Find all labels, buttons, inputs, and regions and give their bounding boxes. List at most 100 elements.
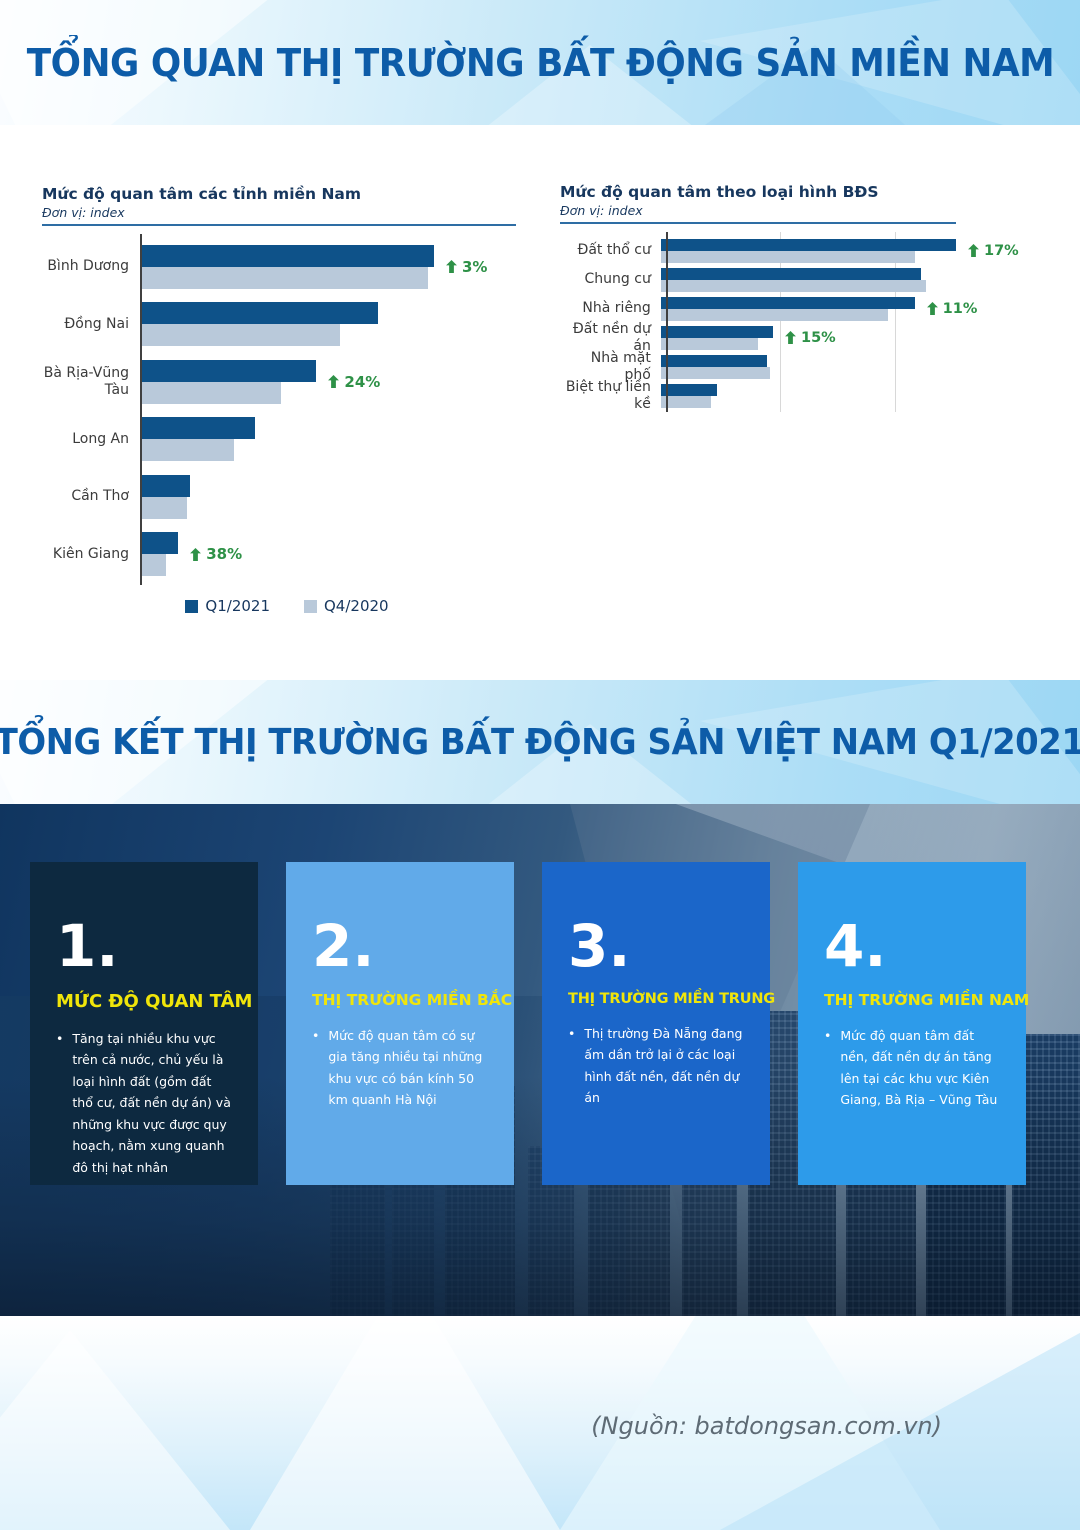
growth-annotation: 24% <box>328 373 380 391</box>
q1-2021-bar <box>140 302 379 325</box>
card-heading: THỊ TRƯỜNG MIỀN BẮC <box>312 990 513 1009</box>
category-label: Bà Rịa-Vũng Tàu <box>43 364 129 398</box>
bullet-icon: • <box>312 1027 320 1043</box>
card-number: 1. <box>56 912 119 980</box>
growth-value: 11% <box>942 300 978 317</box>
card-number: 4. <box>824 912 887 980</box>
card-bullet: • Tăng tại nhiều khu vực trên cả nước, ch… <box>56 1028 232 1179</box>
bullet-icon: • <box>568 1025 576 1041</box>
bar-group: Đồng Nai <box>42 296 516 354</box>
q1-2021-bar <box>660 354 768 367</box>
category-label: Long An <box>72 430 129 447</box>
q1-2021-bar <box>660 383 717 396</box>
gridline <box>895 232 896 412</box>
bar-group: Cần Thơ <box>42 468 516 526</box>
card-bullet-text: Thị trường Đà Nẵng đang ấm dần trở lại ở… <box>584 1025 743 1106</box>
up-arrow-icon <box>968 244 979 257</box>
chart-rule <box>560 222 956 224</box>
q4-2020-bar <box>140 381 282 404</box>
growth-annotation: 3% <box>446 258 487 276</box>
summary-cards: 1. MỨC ĐỘ QUAN TÂM • Tăng tại nhiều khu v… <box>30 862 1029 1185</box>
chart-title: Mức độ quan tâm các tỉnh miền Nam <box>42 185 362 203</box>
charts-section: Mức độ quan tâm các tỉnh miền Nam Đơn vị… <box>0 125 1080 680</box>
q4-2020-bar <box>660 337 759 350</box>
card-heading: MỨC ĐỘ QUAN TÂM <box>56 990 253 1012</box>
growth-value: 17% <box>984 242 1019 259</box>
bar-group: Bình Dương 3% <box>42 238 516 296</box>
bar-group: Chung cư <box>560 265 956 294</box>
category-label: Nhà riêng <box>582 300 651 317</box>
bar-pair <box>660 267 956 292</box>
source-note: (Nguồn: batdongsan.com.vn) <box>591 1412 942 1440</box>
category-label: Đồng Nai <box>64 315 129 332</box>
section1-title: TỔNG QUAN THỊ TRƯỜNG BẤT ĐỘNG SẢN MIỀN N… <box>26 40 1054 85</box>
bar-group: Đất nền dự án 15% <box>560 320 956 354</box>
growth-value: 15% <box>800 329 836 346</box>
legend-item: Q4/2020 <box>304 597 389 615</box>
card-bullet-text: Tăng tại nhiều khu vực trên cả nước, chủ… <box>72 1030 231 1175</box>
growth-annotation: 15% <box>785 330 836 346</box>
q1-2021-bar <box>140 474 190 497</box>
q4-2020-bar <box>140 496 188 519</box>
up-arrow-icon <box>190 547 202 561</box>
q1-2021-bar <box>660 238 956 251</box>
bullet-icon: • <box>56 1030 64 1046</box>
card-bullet-list: • Mức độ quan tâm có sự gia tăng nhiều tạ… <box>312 1025 488 1111</box>
growth-value: 38% <box>206 545 243 564</box>
footer-decoration <box>0 1330 230 1530</box>
bar-pair: 17% <box>660 238 1019 263</box>
q4-2020-bar <box>660 395 711 408</box>
bar-group: Nhà mặt phố <box>560 349 956 383</box>
up-arrow-icon <box>328 375 340 389</box>
card-thi-truong-mien-trung: 3. THỊ TRƯỜNG MIỀN TRUNG • Thị trường Đà … <box>542 862 775 1185</box>
up-arrow-icon <box>926 302 938 315</box>
chart-rule <box>42 224 516 226</box>
chart-unit-label: Đơn vị: index <box>560 203 643 218</box>
q4-2020-bar <box>660 279 927 292</box>
category-label: Đất nền dự án <box>572 320 651 354</box>
category-label: Nhà mặt phố <box>590 349 651 383</box>
section1-banner: TỔNG QUAN THỊ TRƯỜNG BẤT ĐỘNG SẢN MIỀN N… <box>0 0 1080 125</box>
category-label: Kiên Giang <box>52 545 129 562</box>
chart-plot-area: Đất thổ cư 17% Chung cư Nhà riêng 11% Đất nền… <box>560 232 1019 412</box>
footer-decoration <box>250 1316 560 1530</box>
legend-label: Q4/2020 <box>324 597 389 615</box>
y-axis-line <box>666 232 668 412</box>
q4-2020-bar <box>140 554 167 577</box>
chart-title: Mức độ quan tâm theo loại hình BĐS <box>560 183 879 201</box>
category-label: Biệt thự liền kề <box>565 378 651 412</box>
growth-annotation: 17% <box>968 243 1019 259</box>
section2-title: TỔNG KẾT THỊ TRƯỜNG BẤT ĐỘNG SẢN VIỆT NA… <box>0 721 1080 763</box>
card-bullet-list: • Thị trường Đà Nẵng đang ấm dần trở lại … <box>568 1023 744 1109</box>
growth-value: 24% <box>344 372 381 391</box>
q4-2020-bar <box>660 308 889 321</box>
category-label: Bình Dương <box>47 258 129 275</box>
bar-pair: 11% <box>660 296 977 321</box>
q1-2021-bar <box>660 325 773 338</box>
footer-section: (Nguồn: batdongsan.com.vn) <box>0 1316 1080 1530</box>
card-bullet-text: Mức độ quan tâm đất nền, đất nền dự án t… <box>840 1027 998 1108</box>
growth-value: 3% <box>462 257 488 276</box>
y-axis-line <box>140 234 142 585</box>
up-arrow-icon <box>785 331 796 344</box>
q1-2021-bar <box>140 417 255 440</box>
category-label: Cần Thơ <box>71 488 129 505</box>
card-thi-truong-mien-bac: 2. THỊ TRƯỜNG MIỀN BẮC • Mức độ quan tâm … <box>286 862 514 1185</box>
q4-2020-swatch <box>304 599 317 613</box>
chart-provinces: Mức độ quan tâm các tỉnh miền Nam Đơn vị… <box>42 185 516 615</box>
q4-2020-bar <box>660 366 771 379</box>
bar-group: Nhà riêng 11% <box>560 294 977 323</box>
chart-property-types: Mức độ quan tâm theo loại hình BĐS Đơn v… <box>560 183 1019 412</box>
card-bullet-text: Mức độ quan tâm có sự gia tăng nhiều tại… <box>328 1027 483 1108</box>
growth-annotation: 38% <box>190 545 242 563</box>
bar-group: Long An <box>42 411 516 469</box>
q1-2021-bar <box>660 296 915 309</box>
bar-pair <box>140 417 434 462</box>
card-bullet: • Mức độ quan tâm có sự gia tăng nhiều tạ… <box>312 1025 488 1111</box>
bar-pair: 38% <box>140 532 434 577</box>
bar-group: Đất thổ cư 17% <box>560 236 1019 265</box>
card-bullet-list: • Tăng tại nhiều khu vực trên cả nước, ch… <box>56 1028 232 1179</box>
q4-2020-bar <box>140 324 340 347</box>
chart-plot-area: Bình Dương 3% Đồng Nai Bà Rịa-Vũng Tàu 24% Lo… <box>42 234 516 585</box>
